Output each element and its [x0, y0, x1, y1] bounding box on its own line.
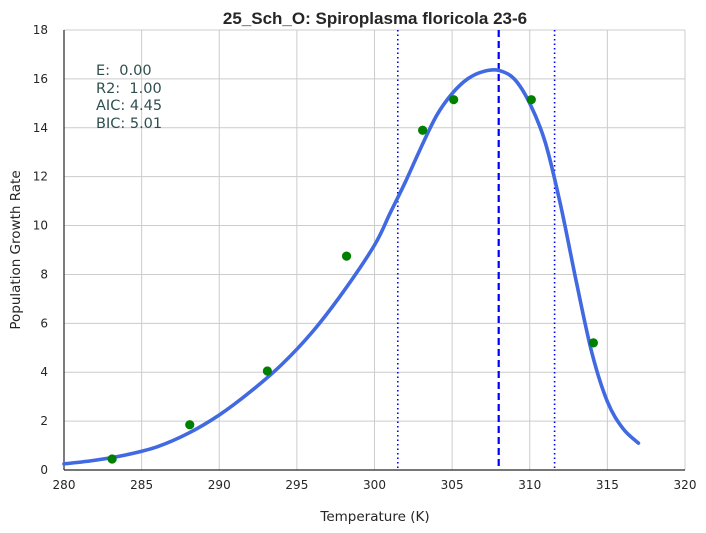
y-tick-label: 16 — [33, 72, 48, 86]
y-tick-labels: 0 2 4 6 8 10 12 14 16 18 — [33, 23, 48, 477]
data-point — [341, 251, 352, 261]
data-point — [107, 454, 117, 464]
chart-title: 25_Sch_O: Spiroplasma floricola 23-6 — [223, 9, 527, 28]
stats-annotation: E: 0.00 R2: 1.00 AIC: 4.45 BIC: 5.01 — [96, 63, 162, 132]
y-tick-label: 4 — [40, 365, 48, 379]
x-tick-label: 315 — [596, 478, 619, 492]
x-tick-label: 295 — [285, 478, 308, 492]
x-tick-label: 310 — [518, 478, 541, 492]
data-point — [526, 95, 536, 105]
y-axis-label: Population Growth Rate — [8, 170, 24, 329]
x-tick-label: 285 — [130, 478, 153, 492]
fit-line-layer — [62, 68, 641, 466]
x-tick-labels: 280 285 290 295 300 305 310 315 320 — [53, 478, 697, 492]
data-point — [449, 95, 459, 105]
stat-bic: BIC: 5.01 — [96, 116, 162, 132]
x-axis-label: Temperature (K) — [319, 509, 429, 525]
y-tick-label: 18 — [33, 23, 48, 37]
stat-r2: R2: 1.00 — [96, 81, 162, 97]
reference-lines — [396, 30, 556, 470]
x-tick-label: 320 — [674, 478, 697, 492]
x-tick-label: 300 — [363, 478, 386, 492]
data-point — [588, 338, 599, 348]
data-point — [418, 125, 428, 135]
axes — [63, 30, 685, 471]
y-tick-label: 0 — [40, 463, 48, 477]
y-tick-label: 14 — [33, 121, 48, 135]
y-tick-label: 6 — [40, 316, 48, 330]
data-point — [185, 420, 195, 430]
stat-e: E: 0.00 — [96, 63, 152, 79]
y-tick-label: 2 — [40, 414, 48, 428]
stat-aic: AIC: 4.45 — [96, 98, 162, 114]
x-tick-label: 280 — [53, 478, 76, 492]
fitted-curve — [62, 68, 641, 466]
data-point — [262, 366, 272, 376]
y-tick-label: 8 — [40, 267, 48, 281]
x-tick-label: 290 — [208, 478, 231, 492]
data-points-layer — [107, 95, 599, 464]
y-tick-label: 12 — [33, 170, 48, 184]
y-tick-label: 10 — [33, 219, 48, 233]
x-tick-label: 305 — [441, 478, 464, 492]
